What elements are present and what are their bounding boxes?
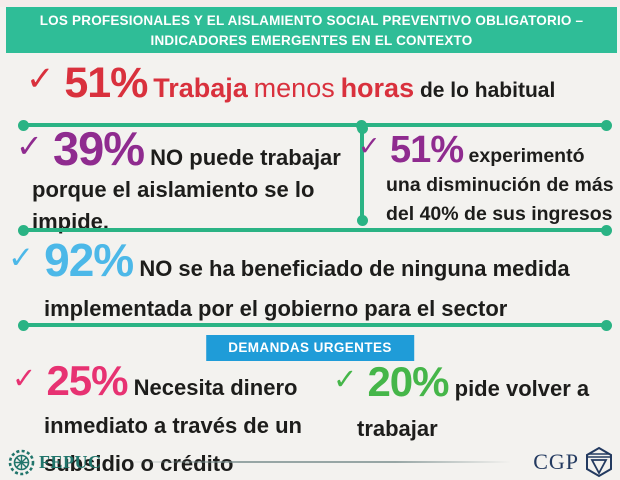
line-dot [601, 224, 612, 236]
fepuc-logo: FEPUC [8, 449, 102, 476]
stat-back-to-work-text: pide volver a trabajar [357, 376, 590, 441]
check-icon: ✓ [8, 240, 34, 275]
line-dot [18, 224, 29, 236]
stat-needs-money-text: Necesita dinero inmediato a través de un… [44, 375, 302, 476]
line-dot [356, 123, 368, 134]
stat-income-drop-text: experimentó una disminución de más del 4… [386, 145, 614, 225]
fepuc-label: FEPUC [39, 451, 102, 472]
cgp-cube-icon [584, 446, 614, 478]
divider-line-vertical [356, 123, 368, 226]
urgent-demands-badge: DEMANDAS URGENTES [206, 335, 414, 361]
title-banner: LOS PROFESIONALES Y EL AISLAMIENTO SOCIA… [6, 7, 617, 53]
divider-line-bottom [18, 319, 612, 331]
check-icon: ✓ [26, 60, 55, 98]
line-dot [18, 119, 29, 131]
footer-divider [123, 461, 512, 463]
stat-back-to-work: ✓ 20% pide volver a trabajar [333, 361, 617, 449]
cgp-logo: CGP [533, 446, 614, 478]
check-icon: ✓ [358, 131, 381, 161]
stat-hours: ✓ 51% Trabaja menos horas de lo habitual [26, 56, 614, 118]
check-icon: ✓ [16, 128, 43, 164]
footer: FEPUC CGP [8, 446, 614, 478]
stat-cannot-work-pct: 39% [52, 122, 145, 175]
stat-hours-word-3: horas [340, 73, 415, 103]
stat-hours-pct: 51% [64, 59, 148, 107]
check-icon: ✓ [333, 364, 358, 396]
stat-no-benefit-pct: 92% [44, 234, 134, 286]
line-dot [601, 319, 612, 331]
stat-income-drop-pct: 51% [390, 129, 464, 171]
title-line-2: INDICADORES EMERGENTES EN EL CONTEXTO [150, 33, 473, 48]
stat-cannot-work: ✓ 39% NO puede trabajar porque el aislam… [16, 125, 352, 238]
title-line-1: LOS PROFESIONALES Y EL AISLAMIENTO SOCIA… [39, 13, 584, 28]
check-icon: ✓ [12, 363, 37, 395]
top-strip [0, 0, 620, 7]
line-dot [356, 215, 368, 226]
stat-back-to-work-pct: 20% [367, 358, 449, 405]
cgp-label: CGP [533, 449, 579, 474]
stat-income-drop: ✓ 51% experimentó una disminución de más… [358, 131, 620, 229]
line-dot [601, 119, 612, 131]
line-dot [18, 319, 29, 331]
stat-hours-word-1: Trabaja [153, 73, 248, 103]
stat-hours-rest: de lo habitual [419, 79, 556, 102]
fepuc-wheel-icon [8, 449, 35, 476]
divider-line-middle [18, 224, 612, 236]
stat-needs-money: ✓ 25% Necesita dinero inmediato a través… [12, 360, 349, 480]
stat-no-benefit-text: NO se ha beneficiado de ninguna medida i… [44, 256, 570, 321]
stat-needs-money-pct: 25% [46, 357, 128, 404]
stat-no-benefit: ✓ 92% NO se ha beneficiado de ninguna me… [8, 237, 600, 329]
stat-hours-word-2: menos [253, 73, 335, 103]
